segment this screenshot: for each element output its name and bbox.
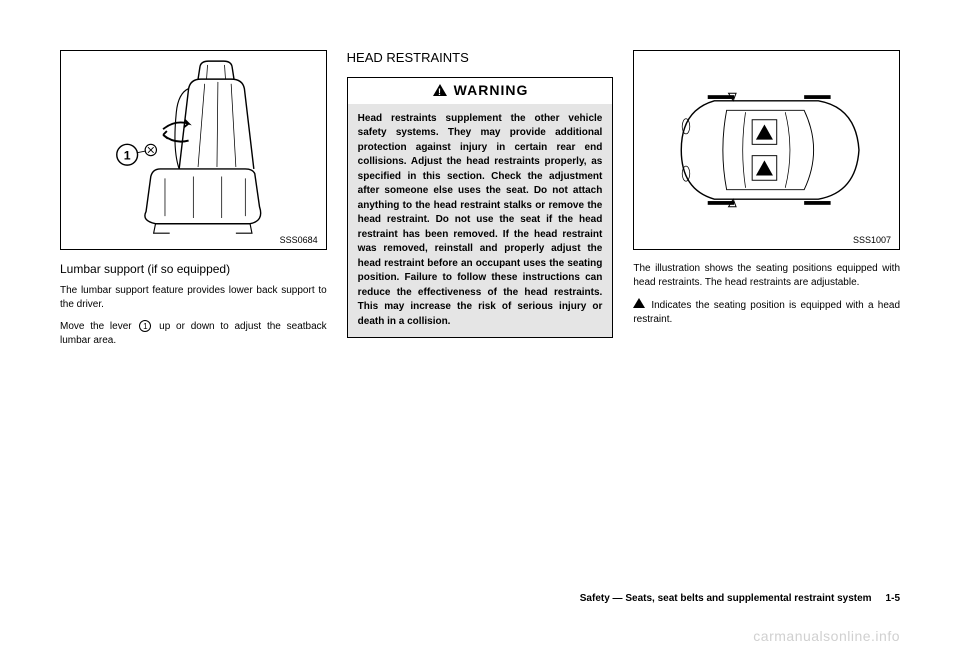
column-3: SSS1007 The illustration shows the seati… [633, 50, 900, 348]
lever-number: 1 [139, 320, 151, 332]
head-restraints-heading: HEAD RESTRAINTS [347, 50, 614, 65]
triangle-marker-icon [633, 298, 645, 313]
column-2: HEAD RESTRAINTS ! WARNING Head restraint… [347, 50, 614, 348]
lumbar-para1: The lumbar support feature provides lowe… [60, 284, 327, 312]
lumbar-caption: Lumbar support (if so equipped) [60, 262, 327, 276]
footer-text: Safety — Seats, seat belts and supplemen… [580, 593, 872, 604]
seating-para1: The illustration shows the seating posit… [633, 262, 900, 290]
figure-code: SSS0684 [280, 235, 318, 245]
seating-para2: Indicates the seating position is equipp… [633, 298, 900, 327]
warning-triangle-icon: ! [432, 83, 448, 100]
warning-box: ! WARNING Head restraints supplement the… [347, 77, 614, 338]
svg-text:1: 1 [124, 148, 131, 162]
warning-header: ! WARNING [348, 78, 613, 104]
seating-para2-text: Indicates the seating position is equipp… [633, 300, 900, 325]
warning-body: Head restraints supplement the other veh… [348, 104, 613, 338]
watermark: carmanualsonline.info [753, 628, 900, 644]
lumbar-para2: Move the lever 1 up or down to adjust th… [60, 320, 327, 348]
para2a: Move the lever [60, 321, 137, 332]
car-figure: SSS1007 [633, 50, 900, 250]
page-number: 1-5 [886, 593, 900, 604]
figure-code-2: SSS1007 [853, 235, 891, 245]
svg-text:!: ! [438, 87, 442, 97]
warning-label: WARNING [454, 82, 529, 98]
seat-illustration-svg: 1 [61, 51, 326, 249]
page-content: 1 SSS0684 Lumbar support (if so equipped… [60, 50, 900, 348]
seat-figure: 1 SSS0684 [60, 50, 327, 250]
car-top-svg [634, 51, 899, 249]
page-footer: Safety — Seats, seat belts and supplemen… [580, 593, 900, 604]
column-1: 1 SSS0684 Lumbar support (if so equipped… [60, 50, 327, 348]
